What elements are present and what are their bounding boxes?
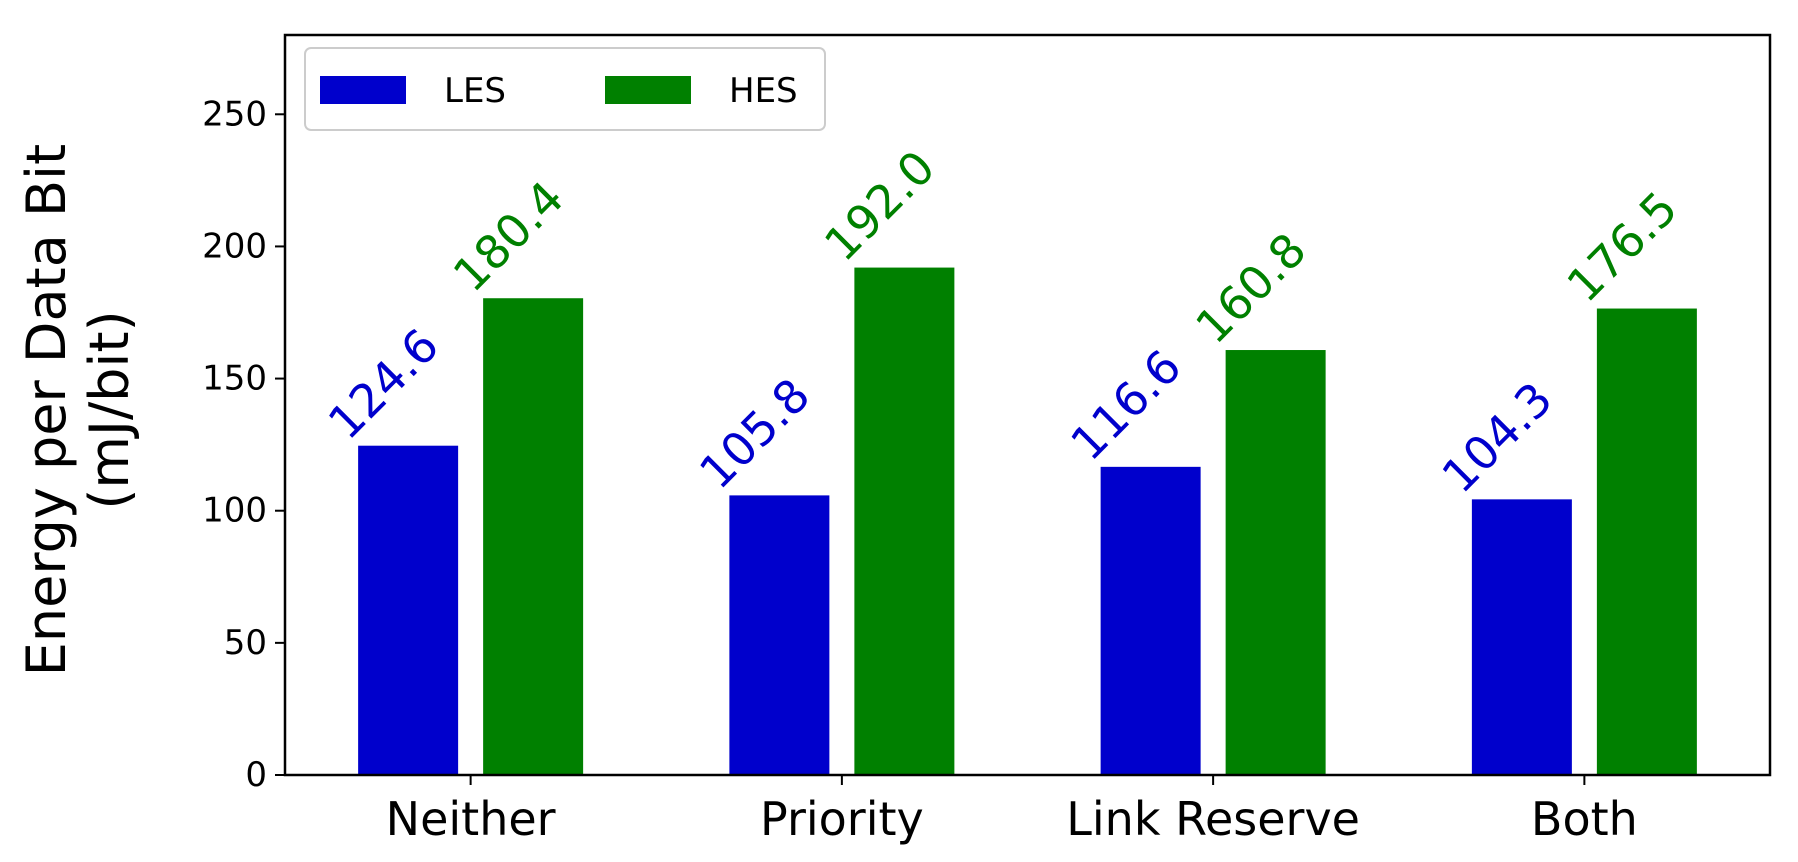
x-tick-label: Both [1531, 792, 1638, 846]
data-label-les: 124.6 [318, 318, 449, 449]
bar-hes [1225, 350, 1326, 775]
bar-hes [854, 267, 955, 775]
bar-hes [1596, 308, 1697, 775]
legend-label-hes: HES [729, 71, 798, 111]
plot-frame [283, 33, 1772, 777]
y-tick-label: 100 [202, 491, 267, 531]
bar-les [729, 495, 830, 775]
bar-les [358, 445, 459, 775]
data-label-les: 105.8 [689, 368, 820, 499]
y-tick-label: 250 [202, 94, 267, 134]
data-label-hes: 192.0 [814, 140, 945, 271]
y-axis-title-line1: Energy per Data Bit [15, 144, 78, 676]
bar-les [1100, 466, 1201, 775]
x-tick-label: Link Reserve [1066, 792, 1360, 846]
legend-label-les: LES [444, 71, 506, 111]
y-axis-title: Energy per Data Bit (mJ/bit) [15, 144, 141, 676]
y-tick-label: 50 [224, 623, 267, 663]
plot-area: 0 50 100 150 200 250 124.6 180.4 Neither 105.8 192… [202, 94, 1697, 846]
x-tick-label: Priority [760, 792, 924, 846]
y-tick-label: 150 [202, 359, 267, 399]
legend-swatch-hes [605, 76, 691, 104]
x-tick-label: Neither [386, 792, 556, 846]
legend: LES HES [304, 47, 826, 131]
y-axis-title-line2: (mJ/bit) [78, 310, 141, 509]
data-label-hes: 160.8 [1185, 222, 1316, 353]
data-label-les: 104.3 [1431, 372, 1562, 503]
data-label-hes: 176.5 [1556, 181, 1687, 312]
bar-hes [483, 298, 584, 775]
bar-les [1471, 499, 1572, 775]
y-tick-label: 200 [202, 226, 267, 266]
data-label-hes: 180.4 [443, 171, 574, 302]
data-label-les: 116.6 [1060, 339, 1191, 470]
legend-swatch-les [320, 76, 406, 104]
y-tick-label: 0 [245, 755, 267, 795]
legend-box [304, 47, 826, 131]
